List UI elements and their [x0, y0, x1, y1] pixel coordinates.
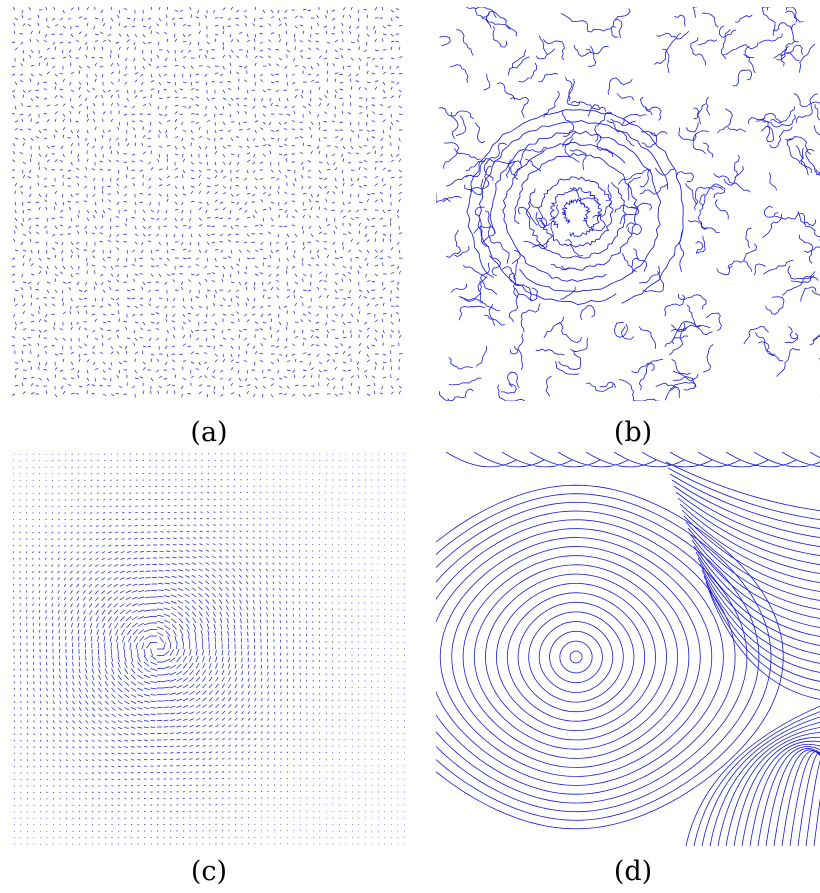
streamlines-noisy	[436, 7, 820, 401]
caption-a: (a)	[190, 417, 228, 448]
panel-d-smooth-streamlines	[436, 452, 820, 846]
smooth-arrow-segments	[12, 453, 405, 845]
streamlines-smooth	[436, 452, 820, 846]
noisy-streamline-fragments	[436, 7, 820, 401]
smooth-vortex-streamlines	[436, 484, 784, 830]
panel-b-noisy-streamlines	[436, 7, 820, 401]
caption-c: (c)	[190, 856, 228, 887]
smooth-outer-streamlines	[445, 452, 820, 846]
caption-b: (b)	[613, 417, 653, 448]
noisy-arrow-segments	[12, 7, 403, 398]
caption-d: (d)	[613, 856, 653, 887]
arrow-field-noisy	[12, 7, 403, 398]
panel-a-noisy-arrow-field	[12, 7, 406, 401]
panel-c-smooth-arrow-field	[12, 452, 406, 846]
arrow-field-smooth	[12, 453, 405, 845]
noisy-vortex-rings	[466, 109, 684, 306]
